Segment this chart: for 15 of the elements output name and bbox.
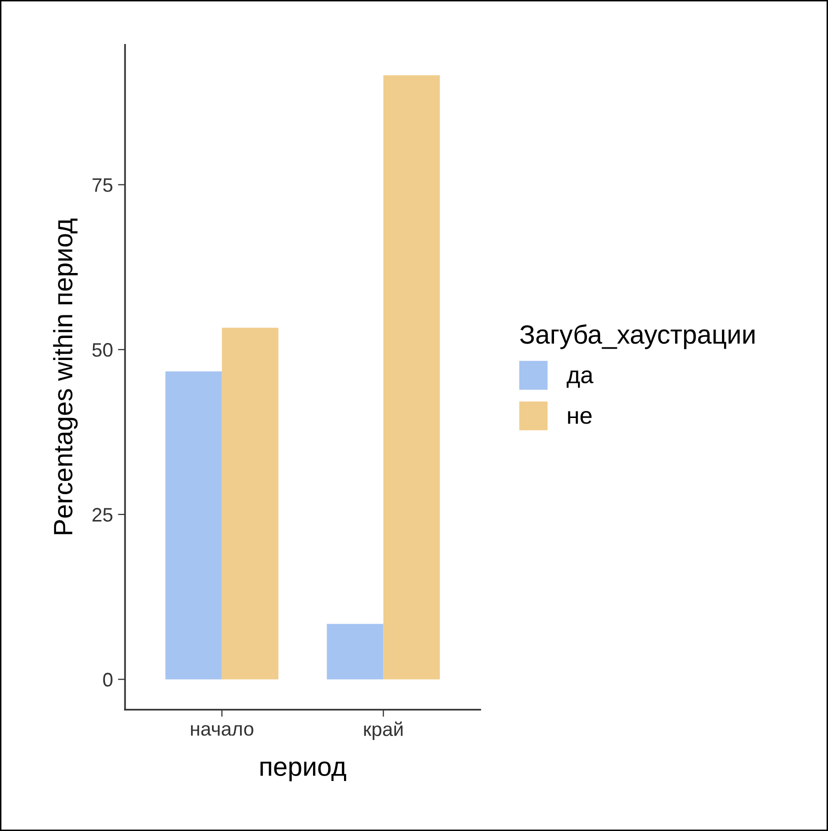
x-tick-label: начало bbox=[191, 725, 254, 736]
y-axis-title: Percentages within период bbox=[53, 218, 78, 534]
legend-label: не bbox=[568, 410, 592, 424]
y-tick-label: 0 bbox=[103, 672, 112, 687]
bar bbox=[165, 371, 222, 680]
y-tick-label: 50 bbox=[92, 343, 112, 357]
x-tick-label: край bbox=[364, 721, 403, 740]
bar bbox=[222, 328, 278, 680]
legend-title: Загуба_хаустрации bbox=[520, 324, 754, 350]
bar bbox=[326, 624, 384, 680]
bar bbox=[383, 75, 440, 680]
x-axis-title: период bbox=[260, 762, 346, 782]
legend-label: да bbox=[566, 370, 594, 388]
y-tick-label: 75 bbox=[92, 178, 112, 192]
y-tick-label: 25 bbox=[92, 508, 112, 522]
